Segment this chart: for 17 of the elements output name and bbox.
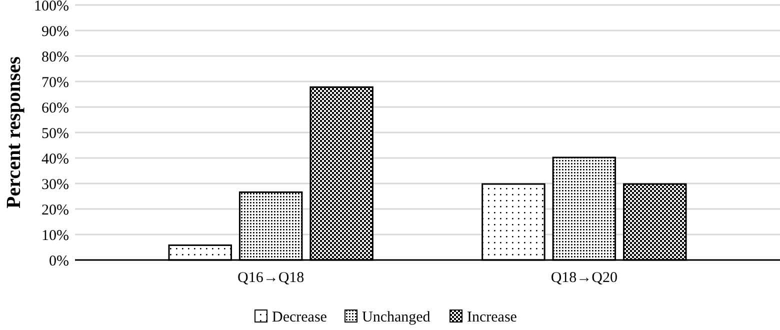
y-tick-label: 100%	[34, 0, 69, 14]
y-tick-label: 40%	[42, 151, 69, 168]
legend-label: Decrease	[272, 309, 328, 326]
y-tick-label: 30%	[42, 176, 69, 193]
y-tick-label: 50%	[42, 126, 69, 142]
y-tick-label: 10%	[42, 228, 69, 244]
x-tick-label: Q16→Q18	[237, 270, 304, 286]
legend-label: Unchanged	[362, 309, 431, 326]
y-tick-label: 60%	[42, 100, 69, 116]
y-tick-label: 80%	[42, 49, 69, 66]
y-tick-label: 70%	[42, 74, 69, 91]
y-tick-label: 0%	[49, 253, 69, 270]
legend-label: Increase	[467, 309, 518, 326]
y-axis-title: Percent responses	[3, 56, 25, 209]
y-tick-label: 20%	[42, 202, 69, 218]
x-tick-label: Q18→Q20	[550, 270, 618, 286]
y-tick-label: 90%	[42, 24, 69, 40]
